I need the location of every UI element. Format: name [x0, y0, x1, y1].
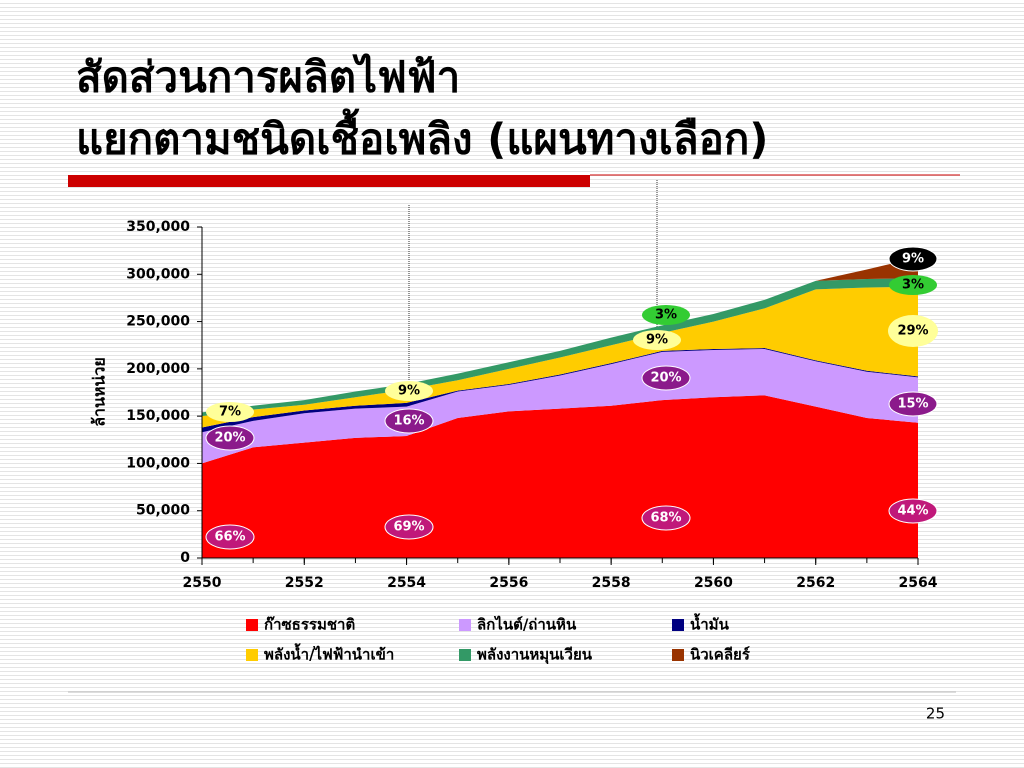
annotation: 20%: [214, 431, 245, 446]
title-line: แยกตามชนิดเชื้อเพลิง (แผนทางเลือก): [76, 108, 768, 164]
annotation-badge: [385, 381, 433, 401]
annotation: 44%: [897, 504, 928, 519]
annotation: 16%: [393, 414, 424, 429]
annotation-badge: [641, 365, 691, 391]
annotation: 69%: [393, 520, 424, 535]
legend-swatch: [459, 619, 471, 631]
y-tick-label: 200,000: [126, 361, 190, 377]
legend-label: พลังงานหมุนเวียน: [477, 646, 593, 665]
legend-swatch: [246, 649, 258, 661]
legend-label: น้ำมัน: [690, 613, 730, 634]
annotation-badge: [205, 425, 255, 451]
annotation-badge: [888, 246, 938, 272]
annotation-badge: [384, 514, 434, 540]
legend-swatch: [246, 619, 258, 631]
x-tick-label: 2556: [489, 575, 528, 591]
annotation-badge: [641, 505, 691, 531]
page-number: 25: [926, 705, 945, 723]
x-tick-label: 2552: [285, 575, 324, 591]
x-tick-label: 2554: [387, 575, 426, 591]
annotation-badge: [384, 408, 434, 434]
y-tick-label: 150,000: [126, 408, 190, 424]
y-tick-label: 250,000: [126, 314, 190, 330]
annotation: 68%: [650, 511, 681, 526]
legend-swatch: [672, 619, 684, 631]
y-tick-label: 350,000: [126, 219, 190, 235]
annotation-badge: [888, 391, 938, 417]
annotation-badge: [889, 275, 937, 295]
x-tick-label: 2560: [694, 575, 733, 591]
plot: [202, 257, 918, 558]
x-tick-label: 2564: [899, 575, 938, 591]
annotation-badge: [206, 402, 254, 422]
annotation: 9%: [398, 384, 420, 399]
legend-swatch: [672, 649, 684, 661]
annotation-badge: [633, 330, 681, 350]
area: [202, 286, 918, 428]
y-tick-label: 100,000: [126, 455, 190, 471]
annotation-badge: [205, 524, 255, 550]
annotation: 3%: [655, 308, 677, 323]
y-tick-label: 0: [180, 550, 190, 566]
x-tick-label: 2558: [592, 575, 631, 591]
annotation: 7%: [219, 405, 241, 420]
legend-label: ก๊าซธรรมชาติ: [264, 616, 355, 634]
annotation: 20%: [650, 371, 681, 386]
y-tick-label: 50,000: [136, 503, 190, 519]
annotation: 66%: [214, 530, 245, 545]
area: [202, 348, 918, 464]
annotation: 9%: [902, 252, 924, 267]
x-tick-label: 2562: [796, 575, 835, 591]
annotation: 3%: [902, 278, 924, 293]
legend-label: นิวเคลียร์: [690, 646, 751, 664]
area: [202, 395, 918, 558]
x-tick-label: 2550: [183, 575, 222, 591]
legend-label: พลังน้ำ/ไฟฟ้านำเข้า: [264, 643, 394, 664]
y-axis-title: ล้านหน่วย: [90, 357, 109, 427]
annotation-badge: [642, 305, 690, 325]
area: [202, 278, 918, 417]
annotation: 29%: [897, 324, 928, 339]
annotation: 9%: [646, 333, 668, 348]
legend-label: ลิกไนต์/ถ่านหิน: [477, 615, 577, 634]
annotation: 15%: [897, 397, 928, 412]
y-tick-label: 300,000: [126, 266, 190, 282]
title-bar: [68, 175, 590, 187]
annotation-badge: [888, 498, 938, 524]
legend-swatch: [459, 649, 471, 661]
title-line: สัดส่วนการผลิตไฟฟ้า: [76, 53, 460, 102]
annotation-badge: [888, 315, 938, 347]
